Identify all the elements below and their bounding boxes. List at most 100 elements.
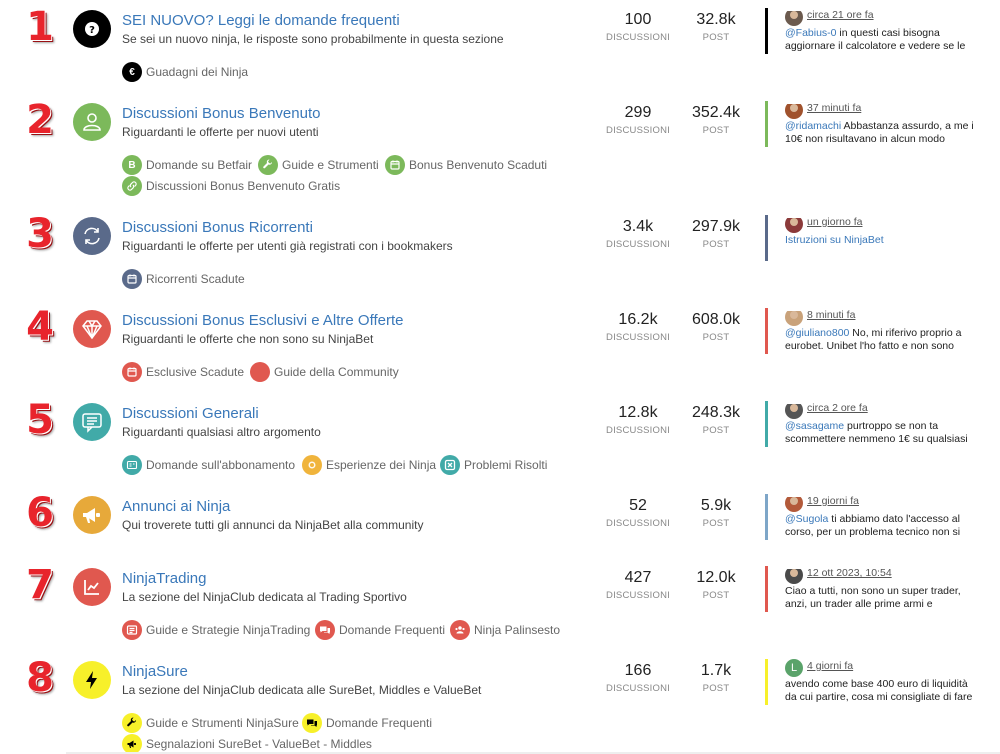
- subcategory-label: Domande Frequenti: [339, 623, 446, 637]
- category-description: La sezione del NinjaClub dedicata al Tra…: [122, 590, 407, 604]
- category-number: 7: [26, 562, 54, 608]
- subcategory-link[interactable]: Domande Frequenti: [315, 620, 445, 640]
- bolt-icon[interactable]: [73, 661, 111, 699]
- last-post-excerpt[interactable]: @sasagame purtroppo se non ta scommetter…: [785, 420, 977, 446]
- last-post-time[interactable]: 37 minuti fa: [807, 102, 862, 114]
- last-post-user[interactable]: @giuliano800: [785, 327, 850, 339]
- category-color-bar: [765, 659, 768, 705]
- category-color-bar: [765, 101, 768, 147]
- last-post-time[interactable]: circa 21 ore fa: [807, 9, 874, 21]
- avatar[interactable]: L: [785, 659, 803, 677]
- megaphone-icon[interactable]: [73, 496, 111, 534]
- subcategory-link[interactable]: Guide e Strumenti NinjaSure: [122, 713, 299, 733]
- avatar[interactable]: [785, 401, 803, 419]
- avatar[interactable]: [785, 215, 803, 233]
- list-icon: [122, 620, 142, 640]
- diamond-icon[interactable]: [73, 310, 111, 348]
- category-number: 2: [26, 97, 54, 143]
- category-title[interactable]: Discussioni Bonus Benvenuto: [122, 105, 321, 122]
- avatar[interactable]: [785, 101, 803, 119]
- category-title[interactable]: SEI NUOVO? Leggi le domande frequenti: [122, 12, 400, 29]
- subcategory-link[interactable]: Guide e Strategie NinjaTrading: [122, 620, 310, 640]
- category-color-bar: [765, 215, 768, 261]
- posts-count: 297.9k POST: [691, 218, 741, 250]
- comments-icon: [315, 620, 335, 640]
- last-post-excerpt[interactable]: @Sugola ti abbiamo dato l'accesso al cor…: [785, 513, 977, 539]
- chat-icon[interactable]: [73, 403, 111, 441]
- card-icon: [122, 455, 142, 475]
- subcategory-link[interactable]: Segnalazioni SureBet - ValueBet - Middle…: [122, 734, 372, 754]
- category-description: Riguardanti le offerte per nuovi utenti: [122, 125, 319, 139]
- refresh-icon[interactable]: [73, 217, 111, 255]
- category-title[interactable]: Annunci ai Ninja: [122, 498, 231, 515]
- chart-icon[interactable]: [73, 568, 111, 606]
- svg-text:?: ?: [89, 25, 95, 36]
- subcategory-label: Guide e Strumenti NinjaSure: [146, 716, 299, 730]
- posts-count: 12.0k POST: [696, 569, 736, 601]
- posts-count: 248.3k POST: [691, 404, 741, 436]
- calendar-icon: [385, 155, 405, 175]
- subcategory-label: Discussioni Bonus Benvenuto Gratis: [146, 179, 341, 193]
- last-post-time[interactable]: un giorno fa: [807, 216, 863, 228]
- discussions-count: 100 DISCUSSIONI: [606, 11, 670, 43]
- avatar[interactable]: [785, 308, 803, 326]
- last-post-time[interactable]: circa 2 ore fa: [807, 402, 868, 414]
- subcategory-link[interactable]: Ricorrenti Scadute: [122, 269, 245, 289]
- last-post-excerpt[interactable]: Ciao a tutti, non sono un super trader, …: [785, 585, 977, 611]
- posts-count: 352.4k POST: [691, 104, 741, 136]
- users-icon: [450, 620, 470, 640]
- subcategory-link[interactable]: Esperienze dei Ninja: [302, 455, 436, 475]
- category-title[interactable]: Discussioni Bonus Ricorrenti: [122, 219, 313, 236]
- link-icon: [122, 176, 142, 196]
- calendar-icon: [122, 269, 142, 289]
- last-post-time[interactable]: 12 ott 2023, 10:54: [807, 567, 892, 579]
- subcategory-label: Esclusive Scadute: [146, 365, 245, 379]
- subcategory-link[interactable]: € Guadagni dei Ninja: [122, 62, 248, 82]
- discussions-count: 427 DISCUSSIONI: [606, 569, 670, 601]
- last-post: circa 21 ore fa @Fabius-0 in questi casi…: [765, 8, 977, 54]
- user-icon[interactable]: [73, 103, 111, 141]
- category-title[interactable]: NinjaTrading: [122, 570, 207, 587]
- comments-icon: [302, 713, 322, 733]
- last-post-excerpt[interactable]: Istruzioni su NinjaBet: [785, 234, 977, 260]
- subcategory-link[interactable]: B Domande su Betfair: [122, 155, 252, 175]
- category-number: 8: [26, 655, 54, 701]
- avatar[interactable]: [785, 566, 803, 584]
- last-post-user[interactable]: @Fabius-0: [785, 27, 837, 39]
- discussions-count: 52 DISCUSSIONI: [606, 497, 670, 529]
- category-color-bar: [765, 308, 768, 354]
- last-post: L 4 giorni fa avendo come base 400 euro …: [765, 659, 977, 705]
- avatar[interactable]: [785, 8, 803, 26]
- subcategory-link[interactable]: Domande Frequenti: [302, 713, 432, 733]
- category-title[interactable]: Discussioni Generali: [122, 405, 259, 422]
- last-post-excerpt[interactable]: avendo come base 400 euro di liquidità d…: [785, 678, 977, 704]
- last-post-time[interactable]: 4 giorni fa: [807, 660, 854, 672]
- last-post-time[interactable]: 19 giorni fa: [807, 495, 859, 507]
- subcategory-link[interactable]: Problemi Risolti: [440, 455, 547, 475]
- subcategory-label: Domande Frequenti: [326, 716, 433, 730]
- last-post-excerpt[interactable]: @ridamachi Abbastanza assurdo, a me i 10…: [785, 120, 977, 146]
- subcategory-link[interactable]: Guide della Community: [250, 362, 399, 382]
- last-post-text: purtroppo se non ta scommettere nemmeno …: [785, 420, 968, 445]
- subcategory-link[interactable]: Domande sull'abbonamento: [122, 455, 295, 475]
- divider: [66, 752, 1000, 754]
- avatar[interactable]: [785, 494, 803, 512]
- category-title[interactable]: Discussioni Bonus Esclusivi e Altre Offe…: [122, 312, 404, 329]
- last-post-excerpt[interactable]: @giuliano800 No, mi riferivo proprio a e…: [785, 327, 977, 353]
- subcategory-link[interactable]: Bonus Benvenuto Scaduti: [385, 155, 547, 175]
- posts-count: 608.0k POST: [691, 311, 741, 343]
- category-description: La sezione del NinjaClub dedicata alle S…: [122, 683, 482, 697]
- subcategory-link[interactable]: Esclusive Scadute: [122, 362, 244, 382]
- last-post-time[interactable]: 8 minuti fa: [807, 309, 856, 321]
- category-title[interactable]: NinjaSure: [122, 663, 188, 680]
- subcategory-label: Guide e Strategie NinjaTrading: [146, 623, 311, 637]
- subcategory-link[interactable]: Discussioni Bonus Benvenuto Gratis: [122, 176, 340, 196]
- subcategory-link[interactable]: Ninja Palinsesto: [450, 620, 560, 640]
- last-post-user[interactable]: @ridamachi: [785, 120, 842, 132]
- last-post-user[interactable]: @sasagame: [785, 420, 845, 432]
- last-post-excerpt[interactable]: @Fabius-0 in questi casi bisogna aggiorn…: [785, 27, 977, 53]
- subcategory-link[interactable]: Guide e Strumenti: [258, 155, 379, 175]
- question-icon[interactable]: ?: [73, 10, 111, 48]
- last-post-user[interactable]: @Sugola: [785, 513, 829, 525]
- discussions-count: 299 DISCUSSIONI: [606, 104, 670, 136]
